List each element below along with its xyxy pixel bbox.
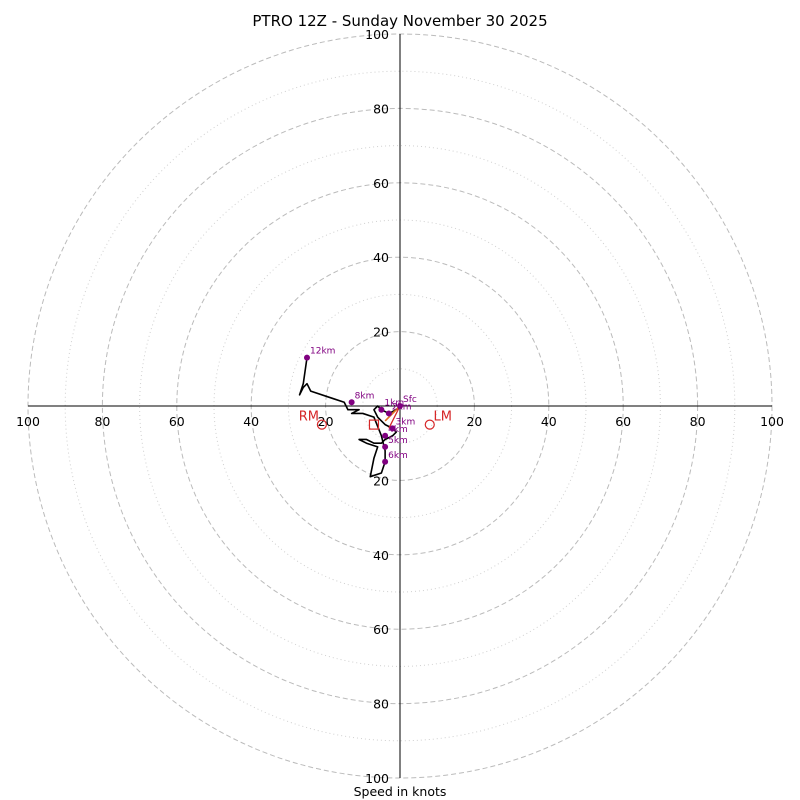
y-tick-label: 80	[373, 697, 389, 712]
y-tick-label: 20	[373, 325, 389, 340]
y-tick-label: 100	[365, 771, 389, 786]
storm-motion-rm-marker	[316, 419, 327, 430]
hodograph-trace-layer	[298, 357, 401, 478]
storm-motion-rm-label: RM	[299, 410, 319, 425]
y-tick-label: 60	[373, 176, 389, 191]
height-point-2km	[385, 410, 392, 417]
tick-labels: 100 80 60 40 20 20 40 60 80 100100806040202040608…	[16, 27, 784, 786]
y-tick-label: 100	[365, 27, 389, 42]
height-point-1km	[378, 406, 385, 413]
mean-wind-marker	[368, 419, 380, 430]
height-label-12km: 12km	[310, 347, 335, 357]
height-point-3km	[389, 425, 396, 432]
height-point-8km	[348, 399, 355, 406]
y-tick-label: 80	[373, 101, 389, 116]
height-point-12km	[304, 354, 310, 361]
y-tick-label: 20	[373, 473, 389, 488]
storm-motion-layer: RM LM	[299, 405, 452, 430]
y-tick-label: 40	[373, 548, 389, 563]
chart-title: PTRO 12Z - Sunday November 30 2025	[252, 12, 547, 30]
hodograph-trace	[298, 357, 401, 478]
x-tick-label: 80	[94, 414, 110, 429]
shear-vector	[384, 405, 401, 422]
height-label-8km: 8km	[355, 391, 375, 401]
height-label-5km: 5km	[388, 436, 408, 446]
height-label-1km: 1km	[384, 399, 404, 409]
height-point-5km	[382, 443, 389, 450]
y-tick-label: 40	[373, 250, 389, 265]
height-label-Sfc: Sfc	[403, 395, 417, 405]
height-point-4km	[382, 432, 389, 439]
x-tick-label: 80	[690, 414, 706, 429]
height-point-6km	[382, 458, 389, 465]
x-tick-label: 40	[541, 414, 557, 429]
height-label-6km: 6km	[388, 451, 408, 461]
x-tick-label: 60	[615, 414, 631, 429]
x-tick-label: 40	[243, 414, 259, 429]
height-point-Sfc	[397, 403, 403, 409]
storm-motion-lm-label: LM	[434, 410, 452, 425]
x-tick-label: 60	[169, 414, 185, 429]
x-tick-label: 100	[760, 414, 784, 429]
x-axis-label: Speed in knots	[354, 784, 447, 799]
height-label-2km: 2km	[392, 402, 412, 412]
storm-relative-vector	[388, 405, 401, 429]
x-tick-label: 100	[16, 414, 40, 429]
y-tick-label: 60	[373, 622, 389, 637]
height-label-3km: 3km	[396, 417, 416, 427]
height-label-4km: 4km	[388, 425, 408, 435]
x-tick-label: 20	[466, 414, 482, 429]
storm-motion-lm-marker	[424, 419, 435, 430]
